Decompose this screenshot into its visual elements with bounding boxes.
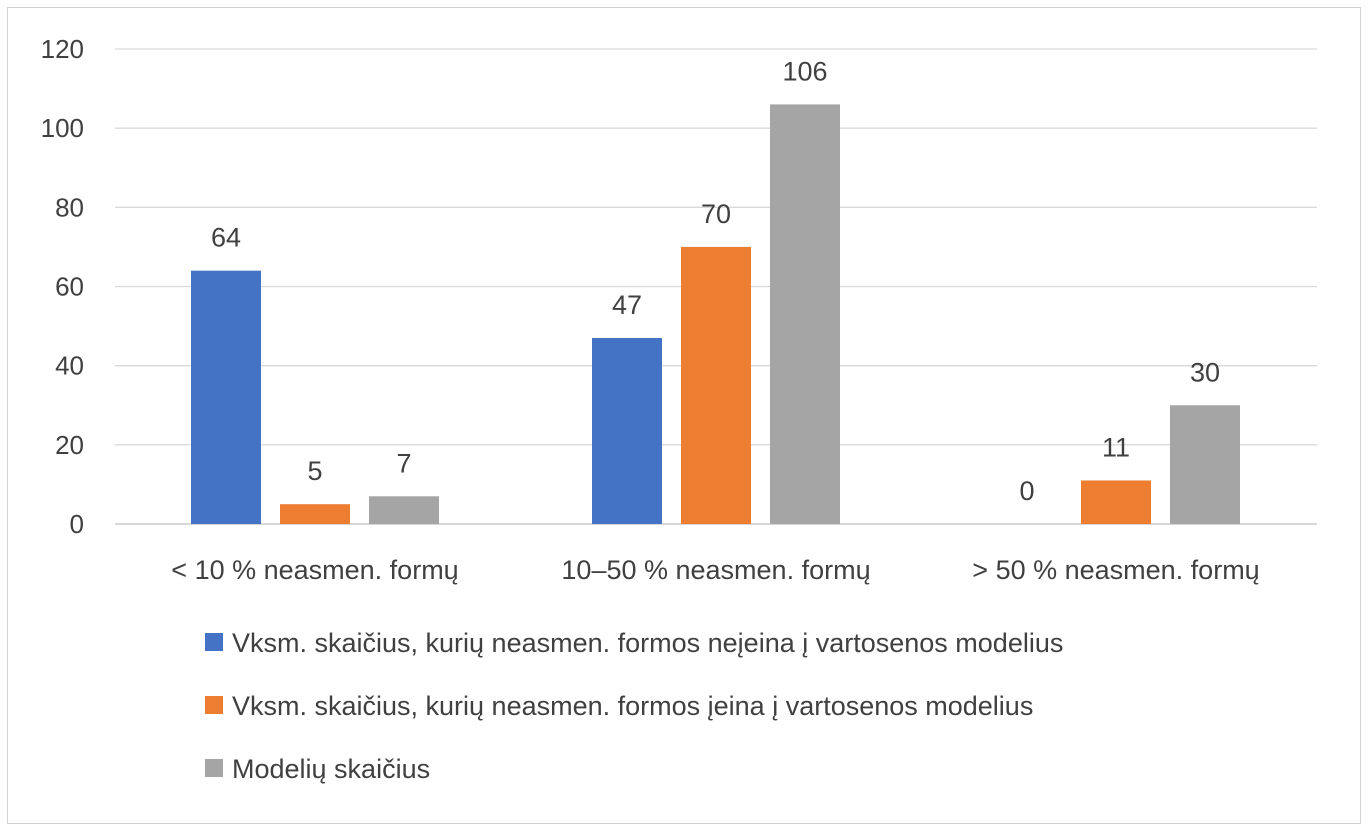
category-label: 10–50 % neasmen. formų	[561, 555, 870, 585]
category-label: > 50 % neasmen. formų	[972, 555, 1259, 585]
data-label: 106	[782, 56, 827, 86]
data-label: 47	[612, 290, 642, 320]
y-tick-label: 20	[55, 430, 84, 460]
data-labels: 64 5 7 47 70 106 0 11 30	[211, 56, 1220, 506]
y-tick-label: 80	[55, 192, 84, 222]
data-label: 30	[1190, 357, 1220, 387]
category-labels: < 10 % neasmen. formų 10–50 % neasmen. fo…	[171, 555, 1259, 585]
legend: Vksm. skaičius, kurių neasmen. formos ne…	[205, 628, 1063, 784]
legend-swatch	[205, 633, 223, 651]
bar	[280, 504, 350, 524]
bar	[191, 270, 261, 524]
bars	[191, 104, 1240, 525]
y-tick-label: 0	[70, 509, 84, 539]
category-label: < 10 % neasmen. formų	[171, 555, 458, 585]
data-label: 11	[1102, 432, 1130, 462]
bar	[1081, 480, 1151, 524]
data-label: 64	[211, 223, 241, 253]
legend-label: Vksm. skaičius, kurių neasmen. formos ne…	[232, 628, 1063, 658]
y-tick-label: 120	[41, 34, 84, 64]
legend-swatch	[205, 696, 223, 714]
bar	[1170, 405, 1240, 524]
legend-swatch	[205, 759, 223, 777]
data-label: 70	[701, 199, 731, 229]
data-label: 0	[1019, 476, 1034, 506]
bar	[681, 246, 751, 524]
bar	[592, 337, 662, 524]
y-tick-label: 100	[41, 113, 84, 143]
legend-label: Modelių skaičius	[232, 754, 430, 784]
data-label: 5	[307, 456, 322, 486]
y-axis-tick-labels: 0 20 40 60 80 100 120	[41, 34, 84, 539]
y-tick-label: 60	[55, 272, 84, 302]
bar	[369, 496, 439, 524]
bar	[770, 104, 840, 525]
data-label: 7	[396, 448, 411, 478]
y-tick-label: 40	[55, 351, 84, 381]
legend-label: Vksm. skaičius, kurių neasmen. formos įe…	[232, 691, 1033, 721]
